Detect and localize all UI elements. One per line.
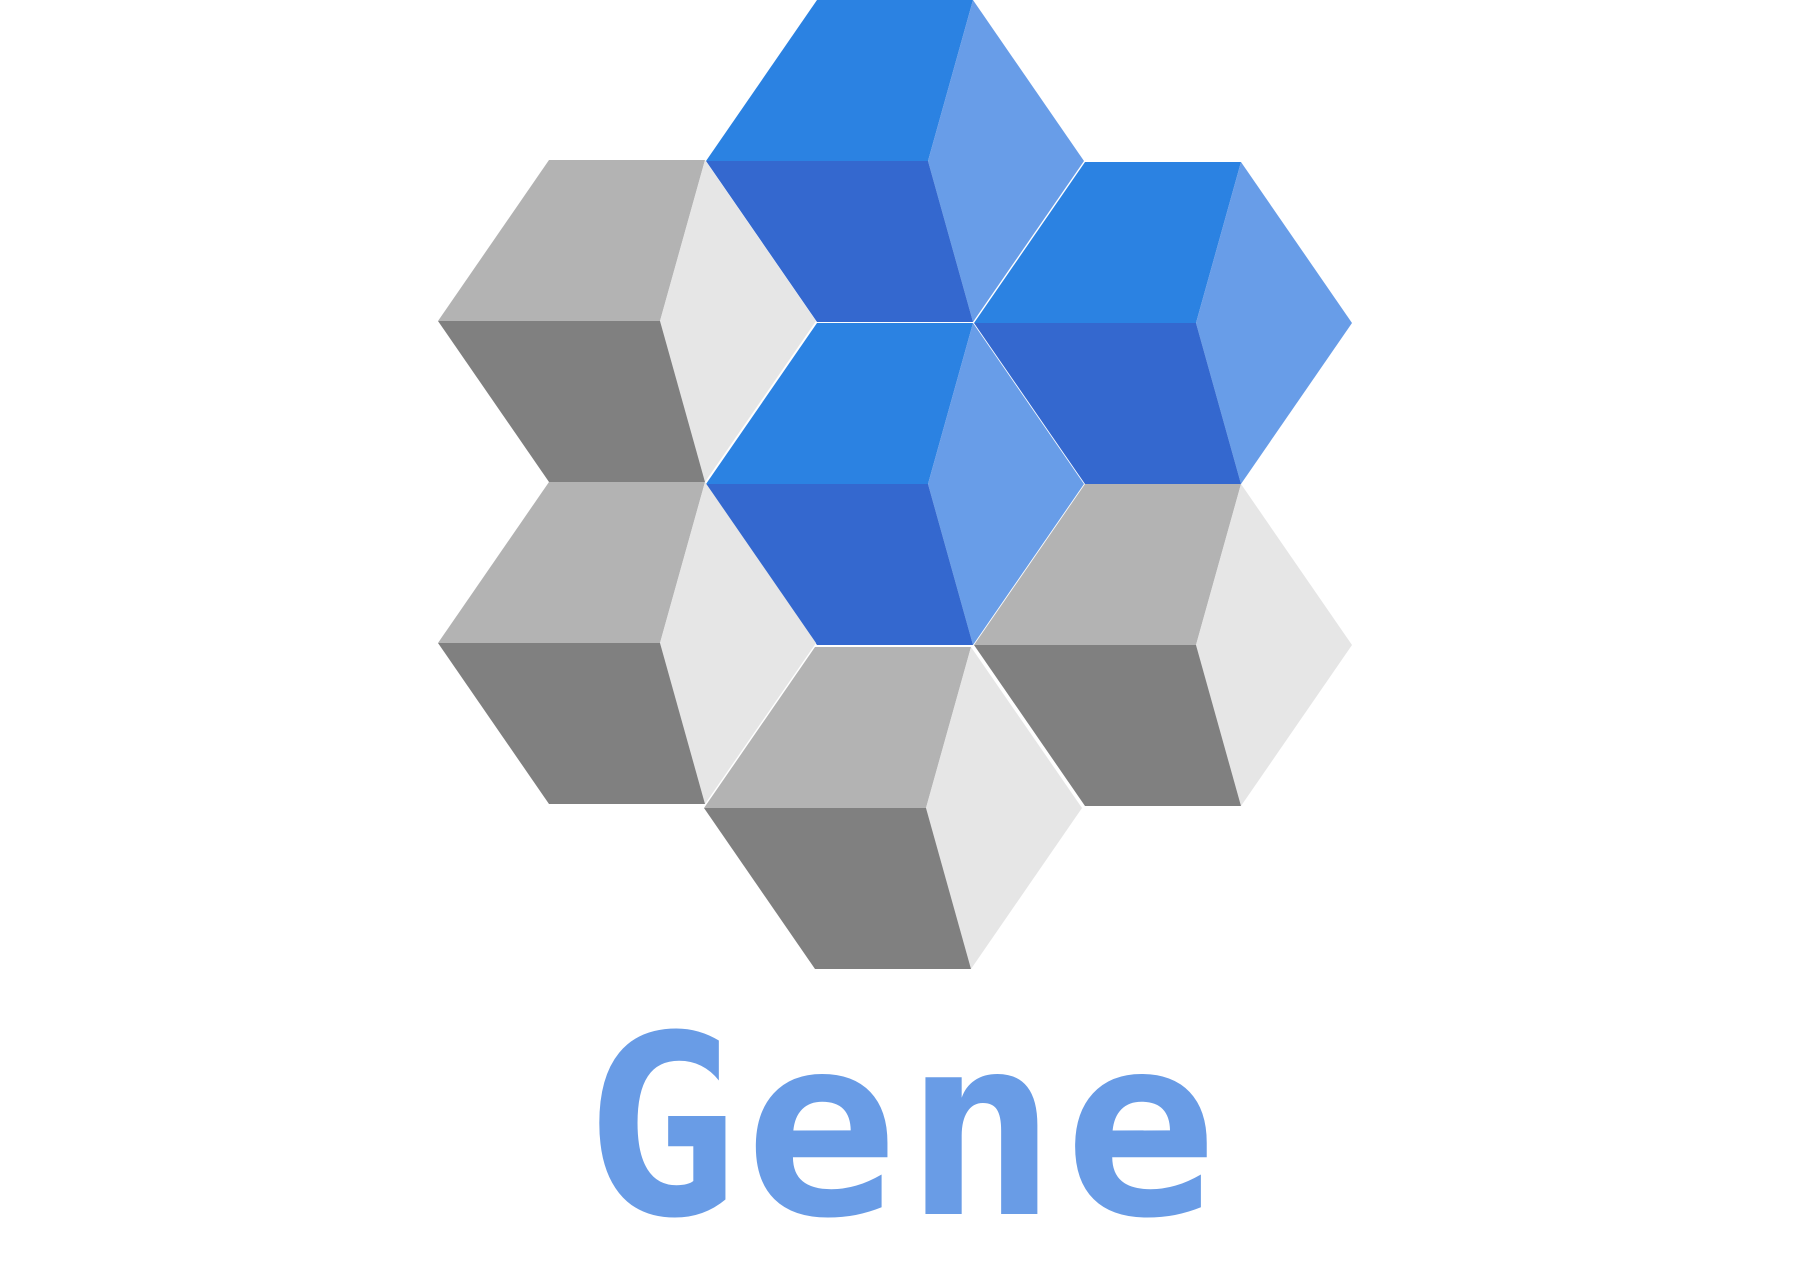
cube-lower-right-top-face bbox=[974, 484, 1241, 645]
cube-center-top-face bbox=[706, 323, 973, 484]
cube-top-center-right-face bbox=[928, 0, 1084, 322]
cube-lower-left-right-face bbox=[660, 482, 816, 804]
cube-upper-left-left-face bbox=[438, 321, 705, 482]
cube-bottom-center-left-face bbox=[704, 808, 971, 969]
cube-lower-left-top-face bbox=[438, 482, 705, 643]
cube-upper-right-right-face bbox=[1196, 162, 1352, 484]
cube-upper-left bbox=[438, 160, 816, 482]
wordmark-text: Gene bbox=[584, 982, 1224, 1273]
cube-lower-left-left-face bbox=[438, 643, 705, 804]
cube-upper-left-top-face bbox=[438, 160, 705, 321]
cube-upper-right bbox=[974, 162, 1352, 484]
cube-bottom-center-top-face bbox=[704, 647, 971, 808]
cube-top-center bbox=[706, 0, 1084, 322]
cube-lower-left bbox=[438, 482, 816, 804]
cube-bottom-center-right-face bbox=[926, 647, 1082, 969]
cube-upper-right-top-face bbox=[974, 162, 1241, 323]
cube-lower-right-left-face bbox=[974, 645, 1241, 806]
cube-lower-right-right-face bbox=[1196, 484, 1352, 806]
wordmark: Gene bbox=[0, 982, 1808, 1273]
cube-center-right-face bbox=[928, 323, 1084, 645]
cube-lower-right bbox=[974, 484, 1352, 806]
cube-top-center-left-face bbox=[706, 161, 973, 322]
cube-center-left-face bbox=[706, 484, 973, 645]
cube-upper-right-left-face bbox=[974, 323, 1241, 484]
cube-bottom-center bbox=[704, 647, 1082, 969]
cube-center bbox=[706, 323, 1084, 645]
cube-upper-left-right-face bbox=[660, 160, 816, 482]
cube-top-center-top-face bbox=[706, 0, 973, 161]
